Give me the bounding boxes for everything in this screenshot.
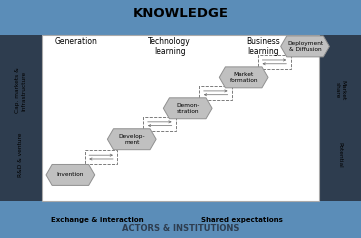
Text: Develop-
ment: Develop- ment xyxy=(118,134,145,145)
Polygon shape xyxy=(319,35,361,201)
Text: Invention: Invention xyxy=(57,172,84,178)
Polygon shape xyxy=(108,129,156,150)
Text: Technology
learning: Technology learning xyxy=(148,37,191,56)
FancyBboxPatch shape xyxy=(42,35,319,201)
Text: Cap. markets &
Infrastructure: Cap. markets & Infrastructure xyxy=(16,68,26,113)
Polygon shape xyxy=(163,98,212,119)
Text: Demon-
stration: Demon- stration xyxy=(176,103,199,114)
Text: Deployment
& Diffusion: Deployment & Diffusion xyxy=(287,41,323,52)
Polygon shape xyxy=(281,36,329,57)
Text: Shared expectations: Shared expectations xyxy=(201,217,283,223)
Polygon shape xyxy=(0,201,361,238)
Text: ACTORS & INSTITUTIONS: ACTORS & INSTITUTIONS xyxy=(122,224,239,233)
Polygon shape xyxy=(46,164,95,185)
Text: Generation: Generation xyxy=(55,37,97,46)
Text: Business
learning: Business learning xyxy=(247,37,280,56)
Text: Potential: Potential xyxy=(338,142,343,168)
Text: Exchange & interaction: Exchange & interaction xyxy=(51,217,144,223)
Text: R&D & venture: R&D & venture xyxy=(18,133,23,177)
Text: KNOWLEDGE: KNOWLEDGE xyxy=(132,7,229,20)
Text: Market
formation: Market formation xyxy=(230,72,258,83)
Polygon shape xyxy=(0,35,42,201)
Polygon shape xyxy=(219,67,268,88)
Text: Market
share: Market share xyxy=(335,80,345,101)
